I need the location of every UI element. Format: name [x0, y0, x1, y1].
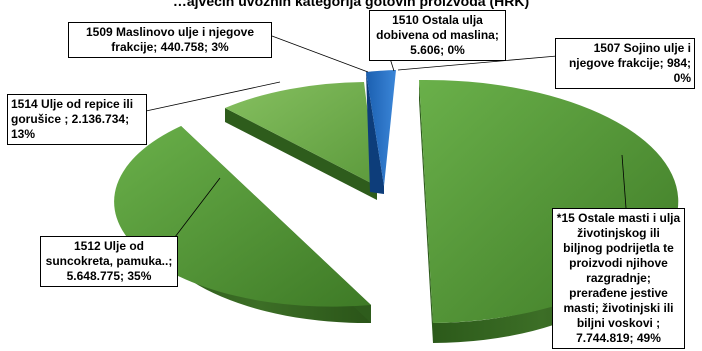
pie-slice	[366, 70, 396, 186]
leader-line	[145, 81, 281, 112]
pie-slice	[225, 82, 377, 186]
label-callout: 1509 Maslinovo ulje i njegove frakcije; …	[68, 22, 272, 58]
label-callout: 1510 Ostala ulja dobivena od maslina; 5.…	[369, 10, 506, 61]
pie-slice	[114, 126, 372, 307]
pie-slice-side	[419, 80, 433, 343]
label-callout: 1507 Sojino ulje i njegove frakcije; 984…	[555, 38, 695, 89]
leader-line	[174, 177, 221, 238]
leader-line	[271, 35, 369, 73]
pie-slice-side	[366, 72, 384, 194]
label-callout: 1512 Ulje od suncokreta, pamuka..; 5.648…	[40, 236, 178, 287]
label-callout: *15 Ostale masti i ulja životinjskog ili…	[552, 208, 685, 349]
label-callout: 1514 Ulje od repice ili gorušice ; 2.136…	[7, 94, 147, 145]
leader-line	[621, 154, 627, 209]
leader-line	[397, 55, 558, 71]
chart-title: …ajvećih uvoznih kategorija gotovih proi…	[172, 0, 530, 9]
pie-slice-side	[225, 108, 377, 200]
